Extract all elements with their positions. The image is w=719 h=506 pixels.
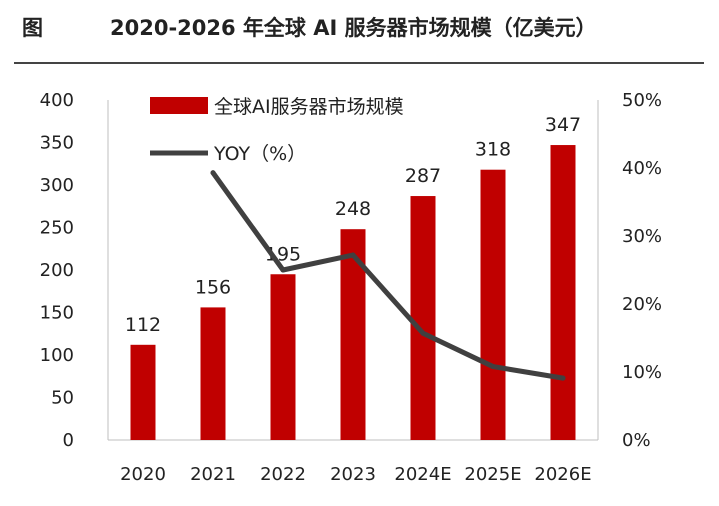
bar	[480, 169, 506, 440]
left-tick-label: 350	[40, 133, 74, 154]
left-tick-label: 200	[40, 260, 74, 281]
x-tick-label: 2023	[330, 464, 376, 485]
legend-label-bar: 全球AI服务器市场规模	[214, 96, 404, 118]
title-divider	[14, 62, 704, 64]
bar-data-label: 318	[475, 139, 511, 161]
figure-label: 图	[22, 16, 43, 40]
x-tick-label: 2024E	[394, 464, 451, 485]
legend: 全球AI服务器市场规模 YOY（%）	[150, 96, 404, 165]
yoy-line-series	[210, 170, 566, 381]
bar-data-label: 347	[545, 114, 581, 136]
yoy-point	[560, 375, 566, 381]
yoy-point	[280, 267, 286, 273]
bar	[200, 307, 226, 440]
left-tick-label: 0	[63, 430, 74, 451]
left-tick-label: 50	[51, 388, 74, 409]
x-tick-label: 2026E	[534, 464, 591, 485]
left-tick-label: 150	[40, 303, 74, 324]
left-tick-label: 250	[40, 218, 74, 239]
right-tick-label: 40%	[622, 158, 662, 179]
bar	[410, 196, 436, 440]
bar	[130, 344, 156, 440]
yoy-point	[490, 364, 496, 370]
right-tick-label: 0%	[622, 430, 651, 451]
chart-title: 2020-2026 年全球 AI 服务器市场规模（亿美元）	[110, 16, 597, 40]
bar-series	[130, 145, 576, 441]
yoy-point	[420, 330, 426, 336]
x-tick-label: 2021	[190, 464, 236, 485]
right-tick-label: 30%	[622, 226, 662, 247]
bar-data-label: 287	[405, 165, 441, 187]
right-tick-label: 10%	[622, 362, 662, 383]
legend-label-line: YOY（%）	[213, 143, 306, 165]
yoy-point	[210, 170, 216, 176]
bar	[550, 145, 576, 441]
bar	[270, 274, 296, 440]
yoy-line-path	[210, 170, 566, 381]
right-axis: 0% 10% 20% 30% 40% 50%	[597, 90, 662, 451]
x-tick-label: 2022	[260, 464, 306, 485]
x-axis: 2020 2021 2022 2023 2024E 2025E 2026E	[108, 439, 598, 485]
bar-data-label: 112	[125, 314, 161, 336]
yoy-point	[350, 252, 356, 258]
x-tick-label: 2020	[120, 464, 166, 485]
left-tick-label: 300	[40, 175, 74, 196]
x-tick-label: 2025E	[464, 464, 521, 485]
right-tick-label: 50%	[622, 90, 662, 111]
bar-data-label: 156	[195, 276, 231, 298]
left-tick-label: 100	[40, 345, 74, 366]
bar	[340, 229, 366, 440]
right-tick-label: 20%	[622, 294, 662, 315]
left-axis: 0 50 100 150 200 250 300 350 400	[40, 90, 109, 451]
legend-swatch-bar	[150, 97, 208, 114]
left-tick-label: 400	[40, 90, 74, 111]
bar-data-label: 248	[335, 198, 371, 220]
